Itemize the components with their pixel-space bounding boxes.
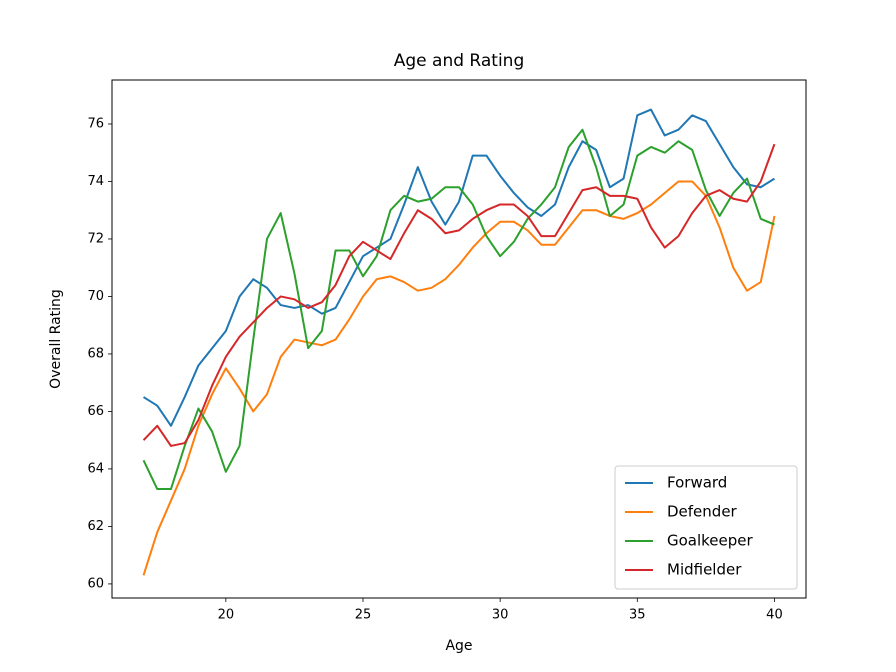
- chart-title: Age and Rating: [394, 51, 524, 71]
- plot-frame: [111, 79, 807, 599]
- legend-label: Forward: [667, 474, 727, 492]
- line: [142, 143, 776, 447]
- legend-box: [614, 465, 798, 590]
- y-tick-label: 74: [87, 174, 104, 189]
- y-tick-label: 62: [87, 519, 104, 534]
- line: [142, 180, 776, 576]
- line: [142, 128, 775, 491]
- line: [143, 108, 775, 427]
- y-tick-label: 64: [87, 461, 104, 476]
- y-axis-label: Overall Rating: [48, 289, 64, 389]
- y-tick-label: 68: [87, 346, 104, 361]
- y-tick-label: 76: [87, 116, 104, 131]
- legend-label: Midfielder: [667, 561, 742, 579]
- y-tick-label: 72: [87, 231, 104, 246]
- x-tick-label: 20: [218, 608, 235, 623]
- y-tick-label: 70: [87, 289, 104, 304]
- legend-label: Goalkeeper: [667, 532, 754, 550]
- y-tick-label: 60: [87, 576, 104, 591]
- x-tick-label: 25: [355, 608, 372, 623]
- x-tick-label: 30: [492, 608, 509, 623]
- x-tick-label: 40: [766, 608, 783, 623]
- x-axis-label: Age: [445, 638, 472, 654]
- legend-label: Defender: [667, 503, 738, 521]
- x-tick-label: 35: [629, 608, 646, 623]
- y-tick-label: 66: [87, 404, 104, 419]
